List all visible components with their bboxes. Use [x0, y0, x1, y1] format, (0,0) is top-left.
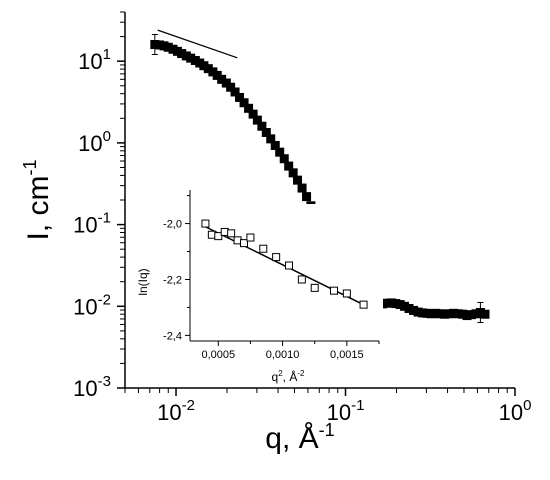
inset-data-point	[272, 253, 281, 262]
main-data-point	[413, 307, 423, 317]
inset-tick-labels: 0,0005 0,0010 0,0015 -2,0 -2,2 -2,4	[163, 219, 364, 361]
main-data-point	[409, 305, 419, 315]
main-y-tick-label: 100	[78, 128, 111, 156]
main-data-point	[275, 147, 285, 157]
main-x-tick-label: 10-2	[157, 397, 195, 425]
main-data-point	[248, 109, 258, 119]
inset-data-points	[201, 219, 368, 309]
main-data-point	[462, 311, 472, 321]
inset-data-point	[330, 286, 338, 295]
main-tick-labels: 10-2 10-1 100 10-3 10-2 10-1 100 101	[73, 46, 531, 425]
main-data-point	[293, 175, 303, 185]
main-data-point	[302, 192, 312, 202]
main-data-point	[270, 140, 280, 150]
inset-data-point	[285, 261, 293, 270]
inset-x-tick-label: 0,0015	[330, 349, 364, 361]
main-y-tick-label: 10-1	[73, 210, 111, 238]
main-data-point	[435, 309, 445, 319]
inset-y-tick-label: -2,4	[163, 330, 182, 342]
main-data-point	[261, 128, 271, 138]
main-data-point	[230, 87, 240, 97]
main-data-point	[203, 64, 213, 74]
main-data-point	[226, 82, 236, 92]
main-y-tick-label: 10-3	[73, 373, 111, 401]
main-guide-line-group	[157, 29, 238, 59]
inset-data-point	[246, 233, 255, 242]
main-data-point	[150, 40, 160, 50]
inset-data-point	[240, 239, 248, 248]
main-guide-line	[157, 29, 238, 59]
main-x-axis-title: q, Å-1	[265, 420, 334, 455]
inset-y-tick-label: -2,2	[163, 274, 182, 286]
main-data-point	[288, 168, 298, 178]
main-data-point	[404, 303, 414, 313]
inset-chart: 0,0005 0,0010 0,0015 -2,0 -2,2 -2,4 ln(Iq) q2…	[136, 190, 383, 384]
main-data-point	[467, 310, 477, 320]
main-data-point	[480, 309, 490, 319]
inset-background	[183, 204, 383, 344]
inset-data-point	[201, 219, 210, 228]
main-data-point	[475, 307, 485, 317]
inset-data-point	[310, 283, 319, 292]
inset-y-axis-title: ln(Iq)	[136, 268, 150, 295]
inset-data-point	[359, 300, 368, 309]
main-data-point	[235, 92, 245, 102]
main-y-tick-label: 10-2	[73, 291, 111, 319]
inset-x-axis-title: q2, Å-2	[272, 369, 305, 384]
inset-data-point	[297, 275, 306, 284]
main-data-point	[297, 183, 307, 193]
main-data-point	[252, 115, 262, 125]
main-y-axis-title: I, cm-1	[20, 159, 55, 240]
main-y-tick-label: 101	[78, 46, 111, 74]
main-data-point	[444, 309, 454, 319]
inset-y-tick-label: -2,0	[163, 219, 182, 231]
main-data-point	[284, 161, 294, 171]
main-ticks	[117, 11, 516, 396]
main-data-point	[279, 154, 289, 164]
inset-data-point	[259, 244, 268, 253]
inset-data-point	[227, 229, 236, 238]
inset-x-tick-label: 0,0005	[201, 349, 235, 361]
main-x-tick-label: 100	[499, 397, 532, 425]
main-data-point	[266, 134, 276, 144]
main-data-point	[257, 121, 267, 131]
inset-ticks	[185, 195, 380, 346]
main-data-point	[177, 49, 187, 59]
main-data-point	[244, 103, 254, 113]
inset-x-tick-label: 0,0010	[266, 349, 300, 361]
inset-data-point	[342, 289, 351, 298]
main-x-tick-label: 10-1	[327, 397, 365, 425]
main-data-point	[186, 53, 196, 63]
main-data-point	[163, 42, 173, 52]
main-data-point	[239, 98, 249, 108]
main-data-point	[217, 74, 227, 84]
inset-data-point	[214, 232, 223, 241]
